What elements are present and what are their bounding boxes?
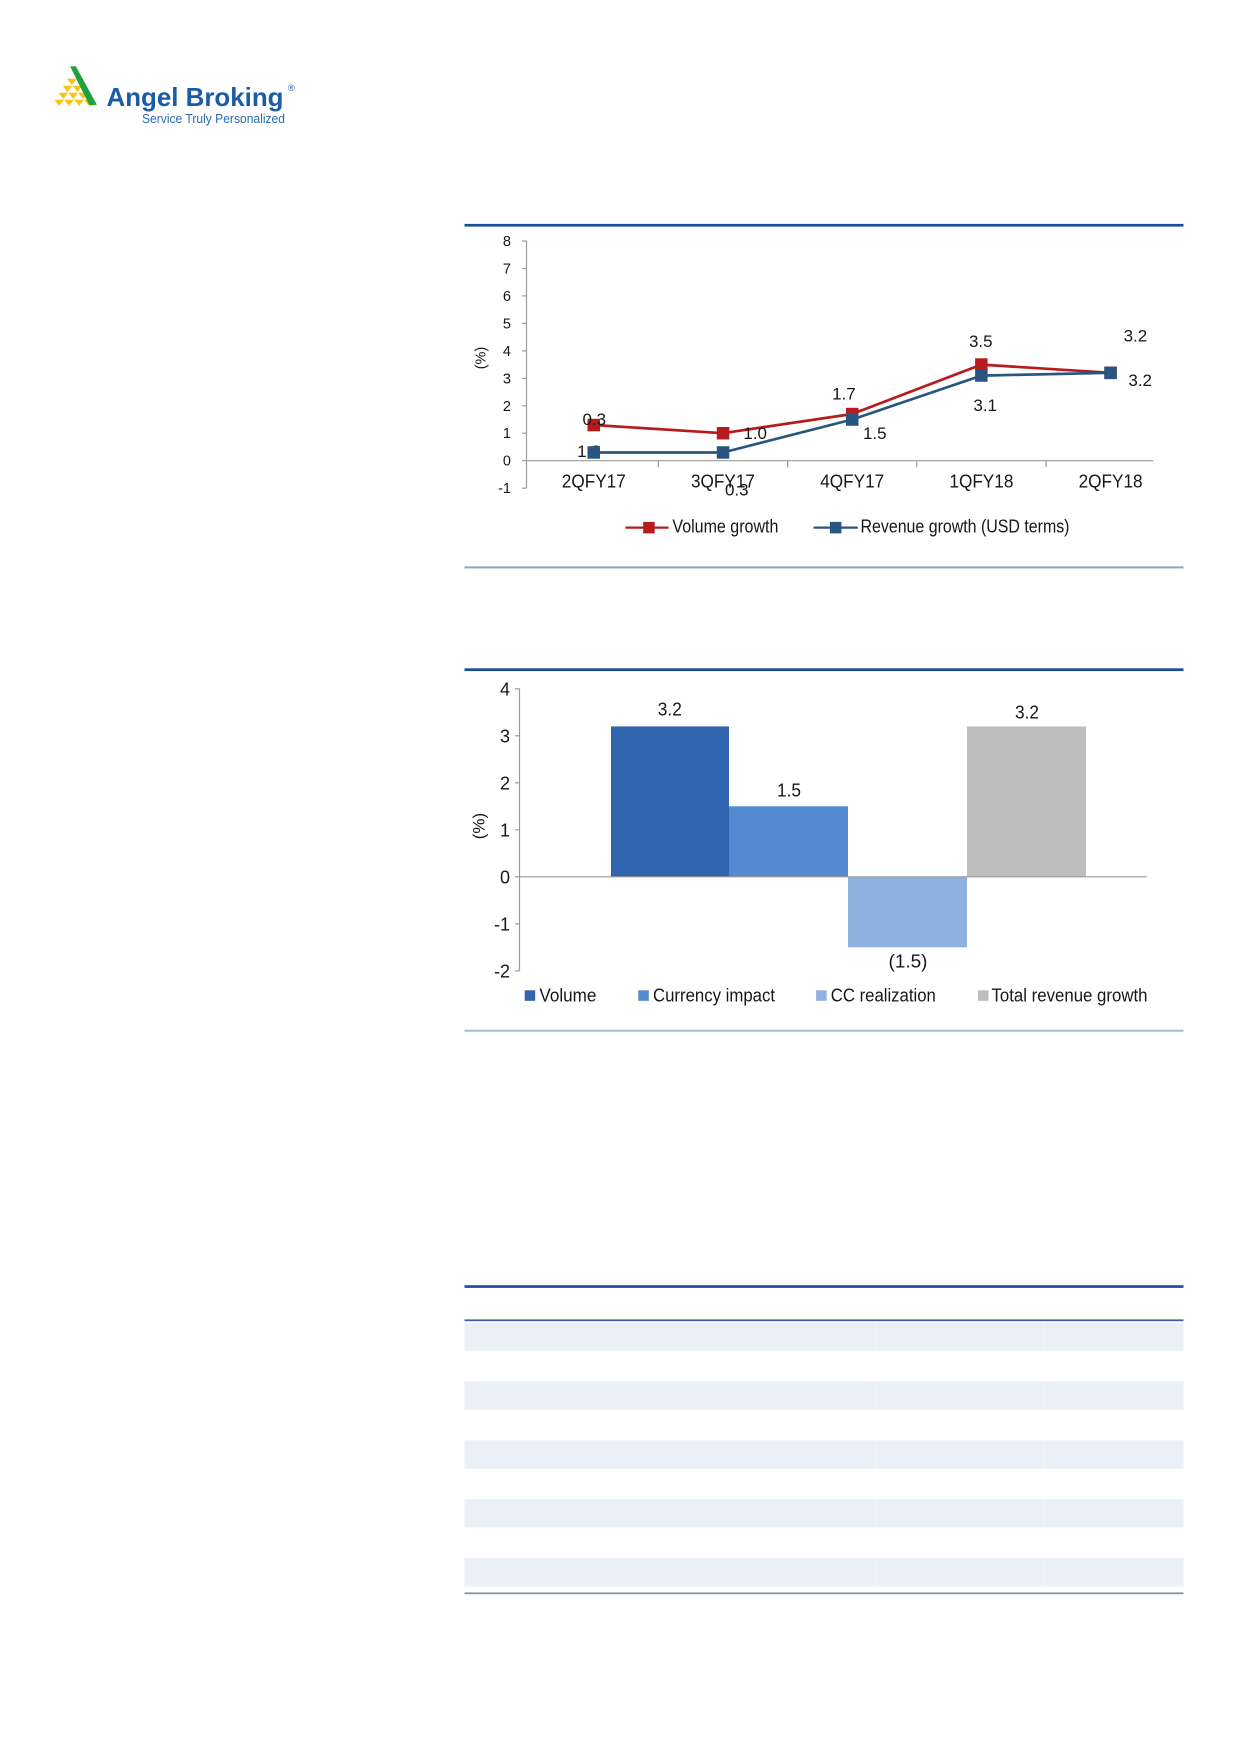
svg-text:Currency impact: Currency impact [653, 986, 775, 1006]
svg-text:1.5: 1.5 [863, 424, 887, 443]
svg-text:CC realization: CC realization [831, 986, 936, 1006]
svg-text:4: 4 [500, 679, 510, 699]
svg-text:3.2: 3.2 [1015, 703, 1039, 723]
svg-text:3.1: 3.1 [973, 396, 997, 415]
svg-text:2: 2 [503, 399, 511, 415]
svg-text:1QFY18: 1QFY18 [949, 471, 1013, 492]
svg-text:0: 0 [500, 867, 510, 887]
svg-text:1.0: 1.0 [743, 424, 767, 443]
svg-text:5: 5 [503, 316, 511, 332]
svg-text:1.7: 1.7 [832, 384, 856, 403]
svg-text:Revenue growth (USD terms): Revenue growth (USD terms) [861, 515, 1070, 536]
svg-text:®: ® [288, 83, 295, 93]
svg-text:Volume growth: Volume growth [672, 515, 778, 536]
svg-text:Volume: Volume [539, 986, 596, 1006]
svg-text:6: 6 [503, 289, 511, 305]
svg-text:3.5: 3.5 [969, 332, 993, 351]
svg-text:Total revenue growth: Total revenue growth [992, 986, 1148, 1006]
svg-text:0: 0 [503, 454, 511, 470]
svg-text:(%): (%) [474, 347, 490, 370]
svg-text:7: 7 [503, 262, 511, 278]
svg-text:3: 3 [500, 726, 510, 746]
svg-text:3: 3 [503, 371, 511, 387]
svg-text:(1.5): (1.5) [889, 951, 928, 971]
svg-text:0.3: 0.3 [725, 480, 749, 499]
svg-text:-1: -1 [498, 481, 511, 497]
svg-text:-2: -2 [494, 961, 510, 981]
svg-text:-1: -1 [494, 914, 510, 934]
svg-text:(%): (%) [470, 813, 489, 839]
svg-text:3.2: 3.2 [1124, 326, 1148, 345]
svg-text:4QFY17: 4QFY17 [820, 471, 884, 492]
svg-text:3.2: 3.2 [658, 700, 682, 720]
svg-text:3QFY17: 3QFY17 [691, 471, 755, 492]
svg-text:1.5: 1.5 [777, 780, 801, 800]
svg-text:2QFY18: 2QFY18 [1079, 471, 1143, 492]
svg-text:3.2: 3.2 [1128, 371, 1152, 390]
svg-text:4: 4 [503, 344, 511, 360]
svg-text:1: 1 [500, 820, 510, 840]
svg-text:0.3: 0.3 [582, 410, 606, 429]
svg-text:2: 2 [500, 773, 510, 793]
svg-text:8: 8 [503, 234, 511, 250]
svg-text:2QFY17: 2QFY17 [562, 471, 626, 492]
svg-text:Angel Broking: Angel Broking [107, 82, 284, 112]
svg-text:1: 1 [503, 426, 511, 442]
svg-text:Service Truly Personalized: Service Truly Personalized [142, 111, 285, 126]
